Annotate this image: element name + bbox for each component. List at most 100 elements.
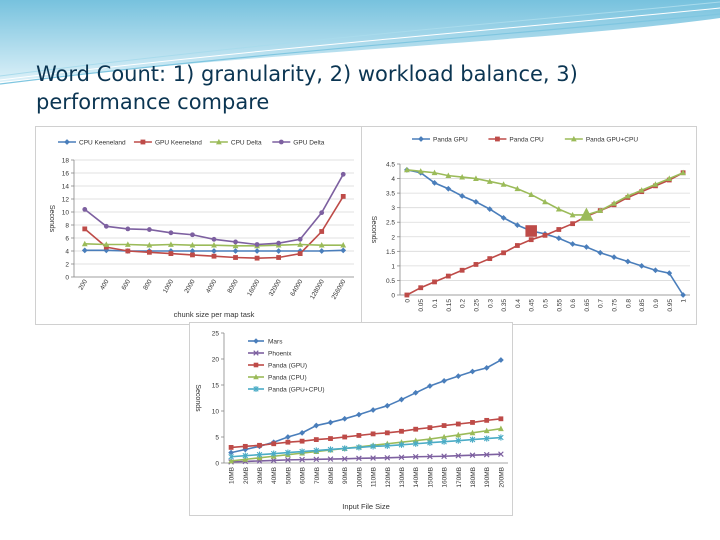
- data-point: [569, 241, 576, 247]
- data-point: [455, 431, 462, 438]
- data-point: [356, 455, 362, 462]
- y-tick-label: 0: [215, 461, 219, 468]
- x-axis-label: chunk size per map task: [174, 310, 255, 319]
- x-tick-label: 200: [78, 278, 90, 291]
- slide-title: Word Count: 1) granularity, 2) workload …: [36, 62, 578, 114]
- data-point: [242, 456, 249, 462]
- data-point: [542, 198, 548, 205]
- legend-label: Panda (CPU): [268, 375, 307, 382]
- data-point: [342, 434, 348, 440]
- data-point: [297, 248, 304, 254]
- data-point: [257, 442, 262, 448]
- data-point: [82, 226, 88, 232]
- series-line: [231, 453, 501, 463]
- performance-compare-chart: 0 5 10 15 20 25 10MB 20MB 30MB 40MB 50MB 60MB 70MB 80…: [189, 322, 513, 516]
- x-tick-label: 0.05: [418, 299, 425, 312]
- data-point: [398, 454, 405, 461]
- data-point: [285, 449, 291, 456]
- x-tick-label: 130MB: [399, 467, 406, 488]
- x-tick-label: 8000: [226, 278, 239, 294]
- x-tick-label: 0.55: [556, 299, 563, 312]
- data-point: [297, 251, 303, 256]
- granularity-chart: 0 2 4 6 8 10 12 14 16 18 200 400 600 800 1000 2000 4000 8…: [35, 126, 362, 325]
- data-point: [82, 207, 88, 212]
- data-point: [327, 419, 334, 426]
- data-point: [556, 227, 562, 232]
- data-point: [555, 206, 562, 212]
- data-point: [189, 248, 196, 254]
- data-point: [652, 267, 659, 274]
- data-point: [384, 402, 391, 409]
- data-point: [455, 452, 462, 459]
- series-line: [231, 436, 501, 458]
- x-tick-label: 200MB: [498, 467, 505, 488]
- data-point: [370, 431, 376, 437]
- x-tick-label: 100MB: [356, 467, 363, 488]
- data-point: [341, 415, 348, 422]
- series-line: [84, 173, 344, 246]
- x-tick-label: 0.1: [432, 299, 439, 308]
- x-tick-label: 30MB: [257, 467, 264, 484]
- data-point: [412, 440, 419, 447]
- data-point: [340, 171, 346, 177]
- data-point: [370, 443, 376, 450]
- legend-label: Panda CPU: [509, 137, 544, 144]
- data-point: [445, 172, 452, 179]
- y-tick-label: 16: [62, 171, 70, 178]
- x-tick-label: 110MB: [371, 467, 378, 487]
- y-tick-label: 10: [62, 210, 70, 217]
- data-point: [270, 457, 277, 464]
- data-point: [624, 258, 631, 265]
- x-tick-label: 0: [404, 299, 411, 303]
- data-point: [652, 181, 659, 187]
- data-point: [498, 416, 504, 422]
- data-point: [432, 279, 437, 285]
- data-point: [318, 248, 325, 254]
- x-tick-label: 0.4: [515, 299, 522, 308]
- legend-marker: [253, 362, 259, 368]
- legend-label: CPU Delta: [231, 140, 262, 147]
- data-point: [666, 175, 673, 181]
- data-point: [124, 241, 131, 247]
- data-point: [313, 456, 320, 463]
- x-tick-label: 120MB: [385, 467, 392, 488]
- legend-marker: [278, 139, 284, 145]
- data-point: [427, 425, 433, 431]
- data-point: [680, 292, 686, 298]
- data-point: [569, 211, 576, 218]
- data-point: [340, 242, 347, 248]
- data-point: [319, 210, 325, 216]
- data-point: [384, 454, 391, 461]
- data-point: [498, 434, 504, 441]
- data-point: [528, 237, 534, 243]
- data-point: [228, 449, 234, 456]
- x-tick-label: 150MB: [427, 467, 434, 488]
- y-tick-label: 14: [62, 184, 70, 191]
- y-tick-label: 5: [215, 435, 219, 442]
- x-tick-label: 800: [142, 278, 154, 291]
- data-point: [211, 253, 217, 259]
- data-point: [276, 240, 282, 246]
- data-point: [583, 244, 590, 250]
- data-point: [276, 255, 282, 260]
- data-point: [313, 422, 320, 429]
- data-point: [285, 434, 291, 440]
- data-point: [103, 244, 109, 250]
- data-point: [514, 185, 521, 192]
- data-point: [384, 442, 391, 449]
- data-point: [498, 357, 504, 363]
- x-tick-label: 0.6: [570, 299, 577, 308]
- data-point: [455, 373, 462, 380]
- data-point: [313, 447, 320, 454]
- data-point: [297, 236, 303, 242]
- y-tick-label: 18: [62, 158, 70, 165]
- data-point: [417, 168, 424, 174]
- legend-label: Panda GPU: [433, 137, 468, 144]
- data-point: [469, 368, 476, 375]
- data-point: [81, 247, 88, 254]
- y-tick-label: 20: [212, 357, 220, 364]
- data-point: [297, 241, 304, 247]
- data-point: [168, 230, 174, 236]
- data-point: [318, 242, 325, 248]
- data-point: [341, 445, 348, 452]
